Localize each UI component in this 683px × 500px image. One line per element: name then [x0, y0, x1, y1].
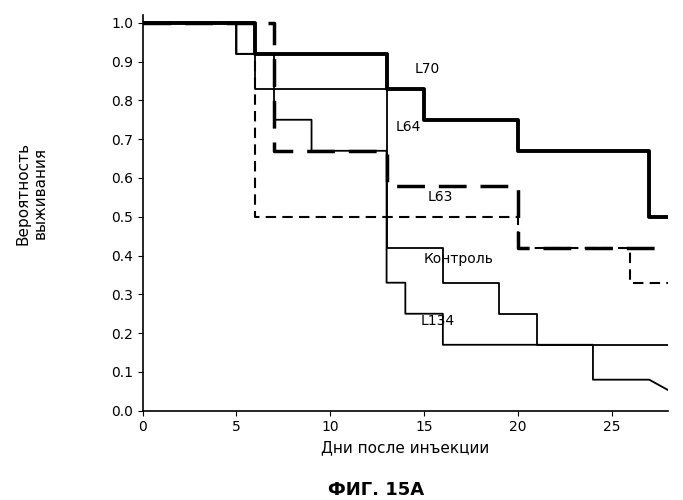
- Text: Контроль: Контроль: [424, 252, 494, 266]
- Text: L70: L70: [415, 62, 440, 76]
- X-axis label: Дни после инъекции: Дни после инъекции: [321, 440, 490, 455]
- Text: ФИГ. 15А: ФИГ. 15А: [328, 481, 423, 499]
- Text: L63: L63: [428, 190, 454, 204]
- Text: L134: L134: [420, 314, 454, 328]
- Y-axis label: Вероятность
выживания: Вероятность выживания: [16, 142, 48, 244]
- Text: L64: L64: [396, 120, 421, 134]
